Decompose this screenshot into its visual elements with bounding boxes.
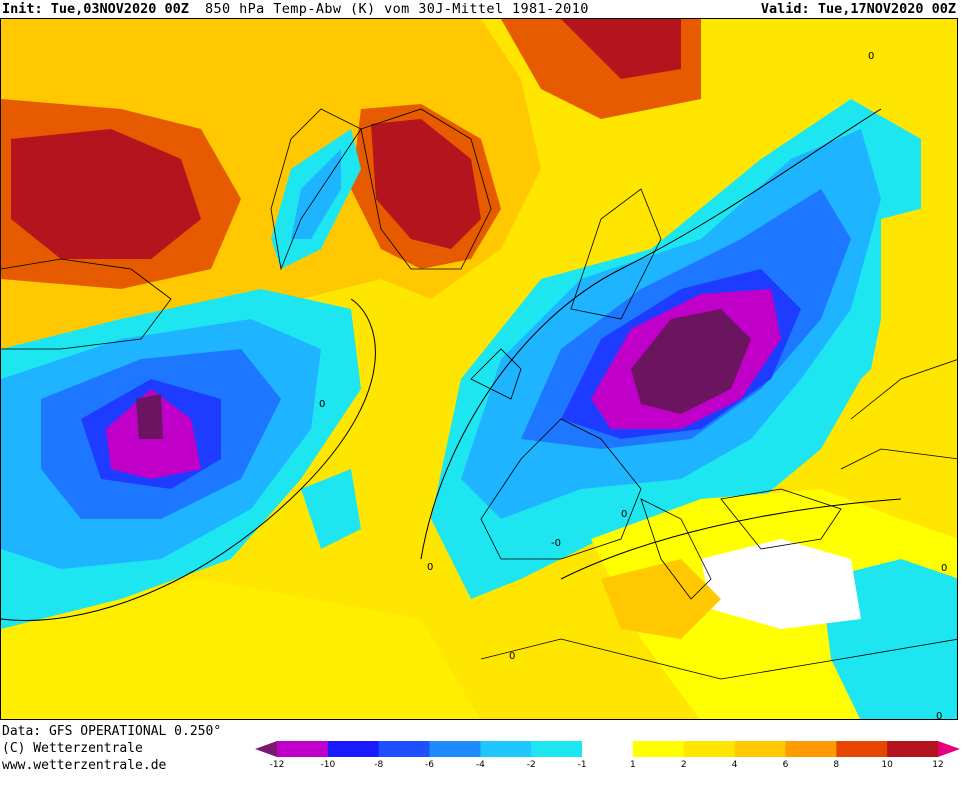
header-bar: Init: Tue,03NOV2020 00Z 850 hPa Temp-Abw… — [0, 0, 966, 18]
contour-label: 0 — [621, 509, 627, 520]
davis-blue — [291, 149, 341, 239]
colorbar-left-arrow — [255, 741, 277, 757]
colorbar-segment — [327, 741, 380, 757]
colorbar-segment — [531, 741, 583, 757]
greenland-red — [371, 119, 481, 249]
init-time: Init: Tue,03NOV2020 00Z — [2, 1, 189, 17]
colorbar-tick-label: 12 — [932, 760, 944, 770]
colorbar-tick-label: 6 — [782, 760, 789, 770]
colorbar-segment — [632, 741, 685, 757]
colorbar-segment — [887, 741, 939, 757]
chart-title: 850 hPa Temp-Abw (K) vom 30J-Mittel 1981… — [205, 1, 589, 17]
colorbar-tick-label: -2 — [526, 760, 536, 770]
contour-label: 0 — [319, 399, 325, 410]
contour-labels: 0 0 0 0 -0 0 0 0 — [319, 51, 947, 720]
med-orange — [601, 559, 721, 639]
colorbar-tick-label: 1 — [630, 760, 636, 770]
colorbar — [255, 741, 960, 757]
east-white — [701, 539, 861, 629]
colorbar-tick-label: 2 — [680, 760, 687, 770]
contour-label: -0 — [551, 538, 561, 549]
colorbar-tick-label: -1 — [577, 760, 587, 770]
colorbar-segment — [836, 741, 888, 757]
map-canvas: 0 0 0 0 -0 0 0 0 — [1, 19, 957, 720]
contour-label: 0 — [427, 562, 433, 573]
colorbar-tick-label: 8 — [833, 760, 840, 770]
colorbar-tick-label: -10 — [320, 760, 336, 770]
colorbar-segment — [480, 741, 532, 757]
south-atlantic-yellow — [1, 579, 480, 719]
contour-label: 0 — [509, 651, 515, 662]
canada-red — [11, 129, 201, 259]
contour-label: 0 — [941, 563, 947, 574]
colorbar-tick-label: -4 — [475, 760, 485, 770]
contour-med — [560, 498, 902, 580]
colorbar-segment — [277, 741, 329, 757]
colorbar-segment — [785, 741, 837, 757]
colorbar-segment — [429, 741, 481, 757]
copyright: (C) Wetterzentrale — [2, 741, 143, 756]
colorbar-segment — [734, 741, 786, 757]
arctic-red — [561, 19, 681, 79]
atlantic-purple — [136, 394, 163, 439]
colorbar-segment — [683, 741, 736, 757]
valid-time: Valid: Tue,17NOV2020 00Z — [760, 1, 956, 17]
mid-atlantic-cyan — [301, 469, 361, 549]
coastlines — [1, 108, 957, 680]
colorbar-tick-label: 10 — [881, 760, 893, 770]
colorbar-tick-label: -8 — [374, 760, 384, 770]
contour-atlantic — [1, 298, 376, 621]
anomaly-map: 0 0 0 0 -0 0 0 0 — [0, 18, 958, 720]
website-url: www.wetterzentrale.de — [2, 758, 167, 773]
contour-label: 0 — [936, 711, 942, 720]
colorbar-tick-label: 4 — [731, 760, 738, 770]
europe-purple — [631, 309, 751, 414]
east-gold — [861, 199, 957, 499]
data-source: Data: GFS OPERATIONAL 0.250° — [2, 724, 222, 739]
colorbar-right-arrow — [938, 741, 960, 757]
colorbar-tick-label: -6 — [425, 760, 435, 770]
colorbar-segment — [582, 741, 634, 757]
contour-europe — [420, 108, 882, 560]
contour-label: 0 — [868, 51, 874, 62]
colorbar-tick-label: -12 — [269, 760, 285, 770]
colorbar-segment — [378, 741, 431, 757]
